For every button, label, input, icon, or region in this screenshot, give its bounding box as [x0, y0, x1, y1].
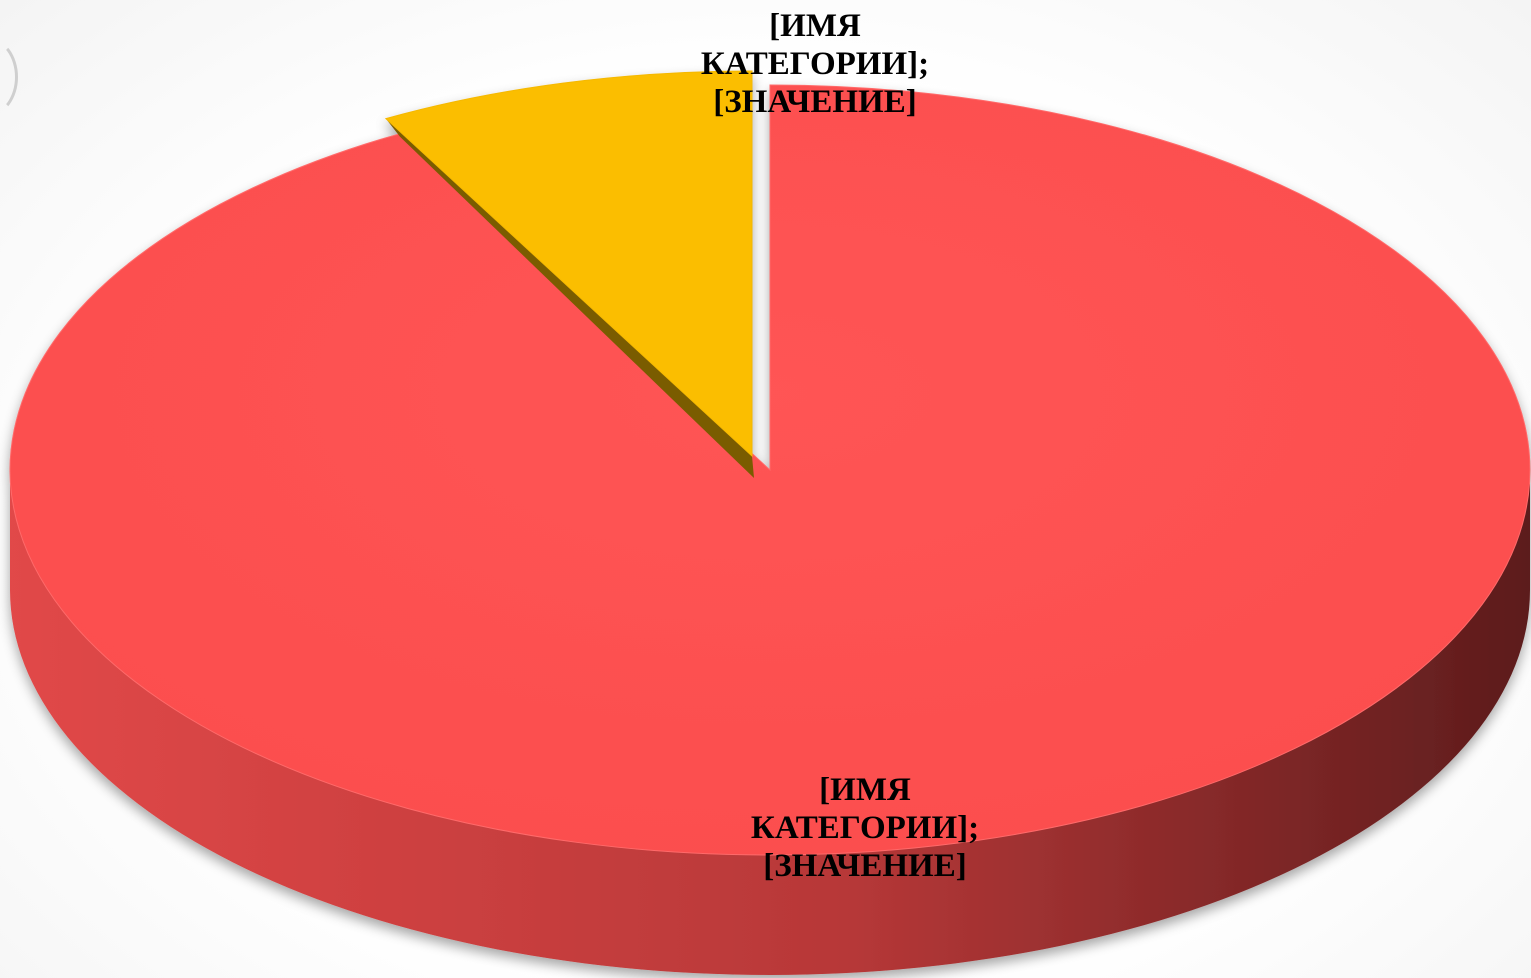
data-label-line: КАТЕГОРИИ];: [751, 810, 979, 846]
data-label-0: [ИМЯ КАТЕГОРИИ]; [ЗНАЧЕНИЕ]: [701, 8, 929, 120]
data-label-line: [ИМЯ: [819, 772, 911, 808]
pie-slice-1: [9, 84, 1531, 975]
pie-slice-0: [384, 70, 754, 479]
data-label-line: [ИМЯ: [769, 8, 861, 44]
data-label-1: [ИМЯ КАТЕГОРИИ]; [ЗНАЧЕНИЕ]: [751, 772, 979, 884]
data-label-line: [ЗНАЧЕНИЕ]: [763, 848, 966, 884]
decorative-arc: [0, 38, 18, 116]
data-label-line: [ЗНАЧЕНИЕ]: [713, 84, 916, 120]
data-label-line: КАТЕГОРИИ];: [701, 46, 929, 82]
